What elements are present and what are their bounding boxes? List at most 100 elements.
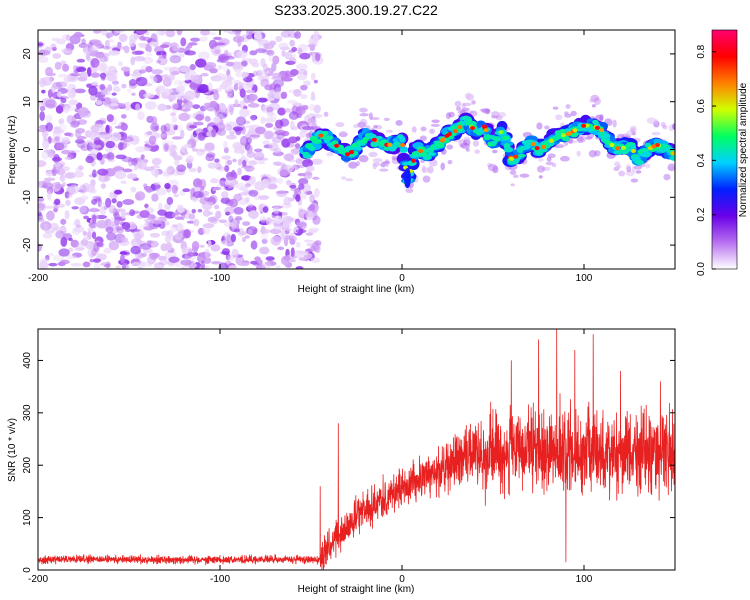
- noise-cell: [76, 241, 86, 250]
- noise-cell: [261, 49, 273, 55]
- noise-cell: [46, 210, 55, 221]
- noise-cell: [180, 129, 185, 139]
- noise-cell: [120, 209, 126, 219]
- ridge-halo-cell: [370, 117, 380, 121]
- ridge-halo-cell: [323, 111, 329, 117]
- noise-cell: [158, 255, 168, 261]
- noise-cell: [131, 92, 136, 96]
- noise-cell: [117, 61, 124, 67]
- noise-cell: [171, 116, 178, 123]
- noise-cell: [266, 183, 278, 190]
- noise-cell: [96, 152, 103, 161]
- noise-cell: [76, 58, 86, 63]
- noise-cell: [170, 42, 178, 48]
- noise-cell: [180, 37, 187, 47]
- noise-cell: [312, 34, 319, 44]
- noise-cell: [111, 80, 119, 85]
- noise-cell: [264, 261, 277, 267]
- noise-cell: [93, 261, 101, 269]
- noise-cell: [218, 168, 225, 173]
- noise-cell: [112, 84, 120, 89]
- noise-cell: [312, 176, 320, 180]
- noise-cell: [274, 215, 283, 225]
- ridge-halo-cell: [552, 106, 559, 110]
- noise-cell: [161, 74, 170, 79]
- noise-cell: [171, 144, 177, 148]
- noise-cell: [294, 31, 302, 39]
- noise-cell: [183, 100, 193, 110]
- noise-cell: [78, 106, 89, 117]
- noise-cell: [312, 241, 320, 252]
- noise-cell: [165, 140, 174, 148]
- noise-cell: [149, 232, 161, 238]
- noise-cell: [292, 126, 298, 130]
- snr-series-line: [38, 329, 675, 570]
- spectrogram-y-tick-label: -20: [22, 237, 33, 252]
- noise-cell: [120, 66, 131, 72]
- ridge-halo-cell: [313, 114, 323, 118]
- ridge-halo-cell: [348, 161, 358, 169]
- noise-cell: [107, 38, 115, 43]
- noise-cell: [138, 44, 147, 49]
- noise-cell: [164, 211, 176, 219]
- noise-cell: [232, 142, 243, 150]
- noise-cell: [78, 205, 87, 214]
- noise-cell: [90, 72, 100, 78]
- noise-cell: [298, 183, 305, 190]
- noise-cell: [275, 36, 283, 43]
- noise-cell: [224, 179, 230, 186]
- noise-cell: [293, 88, 302, 97]
- noise-cell: [229, 131, 235, 135]
- noise-cell: [153, 219, 163, 225]
- noise-cell: [283, 255, 291, 261]
- noise-cell: [295, 229, 307, 234]
- snr-x-label: Height of straight line (km): [298, 584, 415, 595]
- noise-cell: [95, 120, 106, 125]
- noise-cell: [255, 48, 268, 54]
- noise-cell: [286, 179, 292, 186]
- noise-cell: [46, 97, 56, 108]
- noise-cell: [87, 227, 94, 232]
- noise-cell: [265, 217, 273, 226]
- snr-y-tick-label: 300: [22, 404, 33, 421]
- ridge-halo-cell: [383, 117, 390, 121]
- noise-cell: [235, 116, 247, 126]
- noise-cell: [74, 88, 86, 94]
- noise-cell: [237, 158, 243, 166]
- ridge-peak-cell: [411, 158, 417, 163]
- spectrogram-cells: [38, 30, 675, 269]
- noise-cell: [180, 264, 192, 269]
- noise-cell: [65, 199, 71, 206]
- noise-cell: [170, 112, 177, 117]
- noise-cell: [288, 235, 297, 242]
- ridge-halo-cell: [447, 159, 453, 165]
- noise-cell: [138, 159, 147, 170]
- noise-cell: [67, 193, 73, 198]
- noise-cell: [64, 191, 70, 199]
- noise-cell: [92, 195, 102, 200]
- noise-cell: [137, 111, 145, 121]
- ridge-halo-cell: [545, 161, 554, 166]
- noise-cell: [215, 73, 227, 79]
- noise-cell: [69, 184, 80, 194]
- noise-cell: [275, 265, 281, 269]
- noise-cell: [143, 218, 154, 223]
- noise-cell: [155, 88, 161, 94]
- ridge-halo-cell: [307, 118, 313, 126]
- colorbar-tick-label: 0.8: [696, 44, 707, 58]
- noise-cell: [236, 50, 248, 59]
- ridge-halo-cell: [359, 121, 365, 130]
- noise-cell: [281, 215, 294, 224]
- ridge-peak-cell: [630, 148, 636, 153]
- noise-cell: [313, 79, 318, 84]
- noise-cell: [85, 155, 95, 164]
- noise-cell: [204, 257, 212, 263]
- noise-cell: [68, 149, 81, 153]
- noise-cell: [234, 99, 239, 107]
- noise-cell: [83, 50, 91, 56]
- noise-cell: [135, 191, 146, 201]
- noise-cell: [109, 191, 116, 199]
- noise-cell: [190, 37, 201, 42]
- ridge-peak-cell: [345, 152, 351, 157]
- noise-cell: [207, 239, 212, 248]
